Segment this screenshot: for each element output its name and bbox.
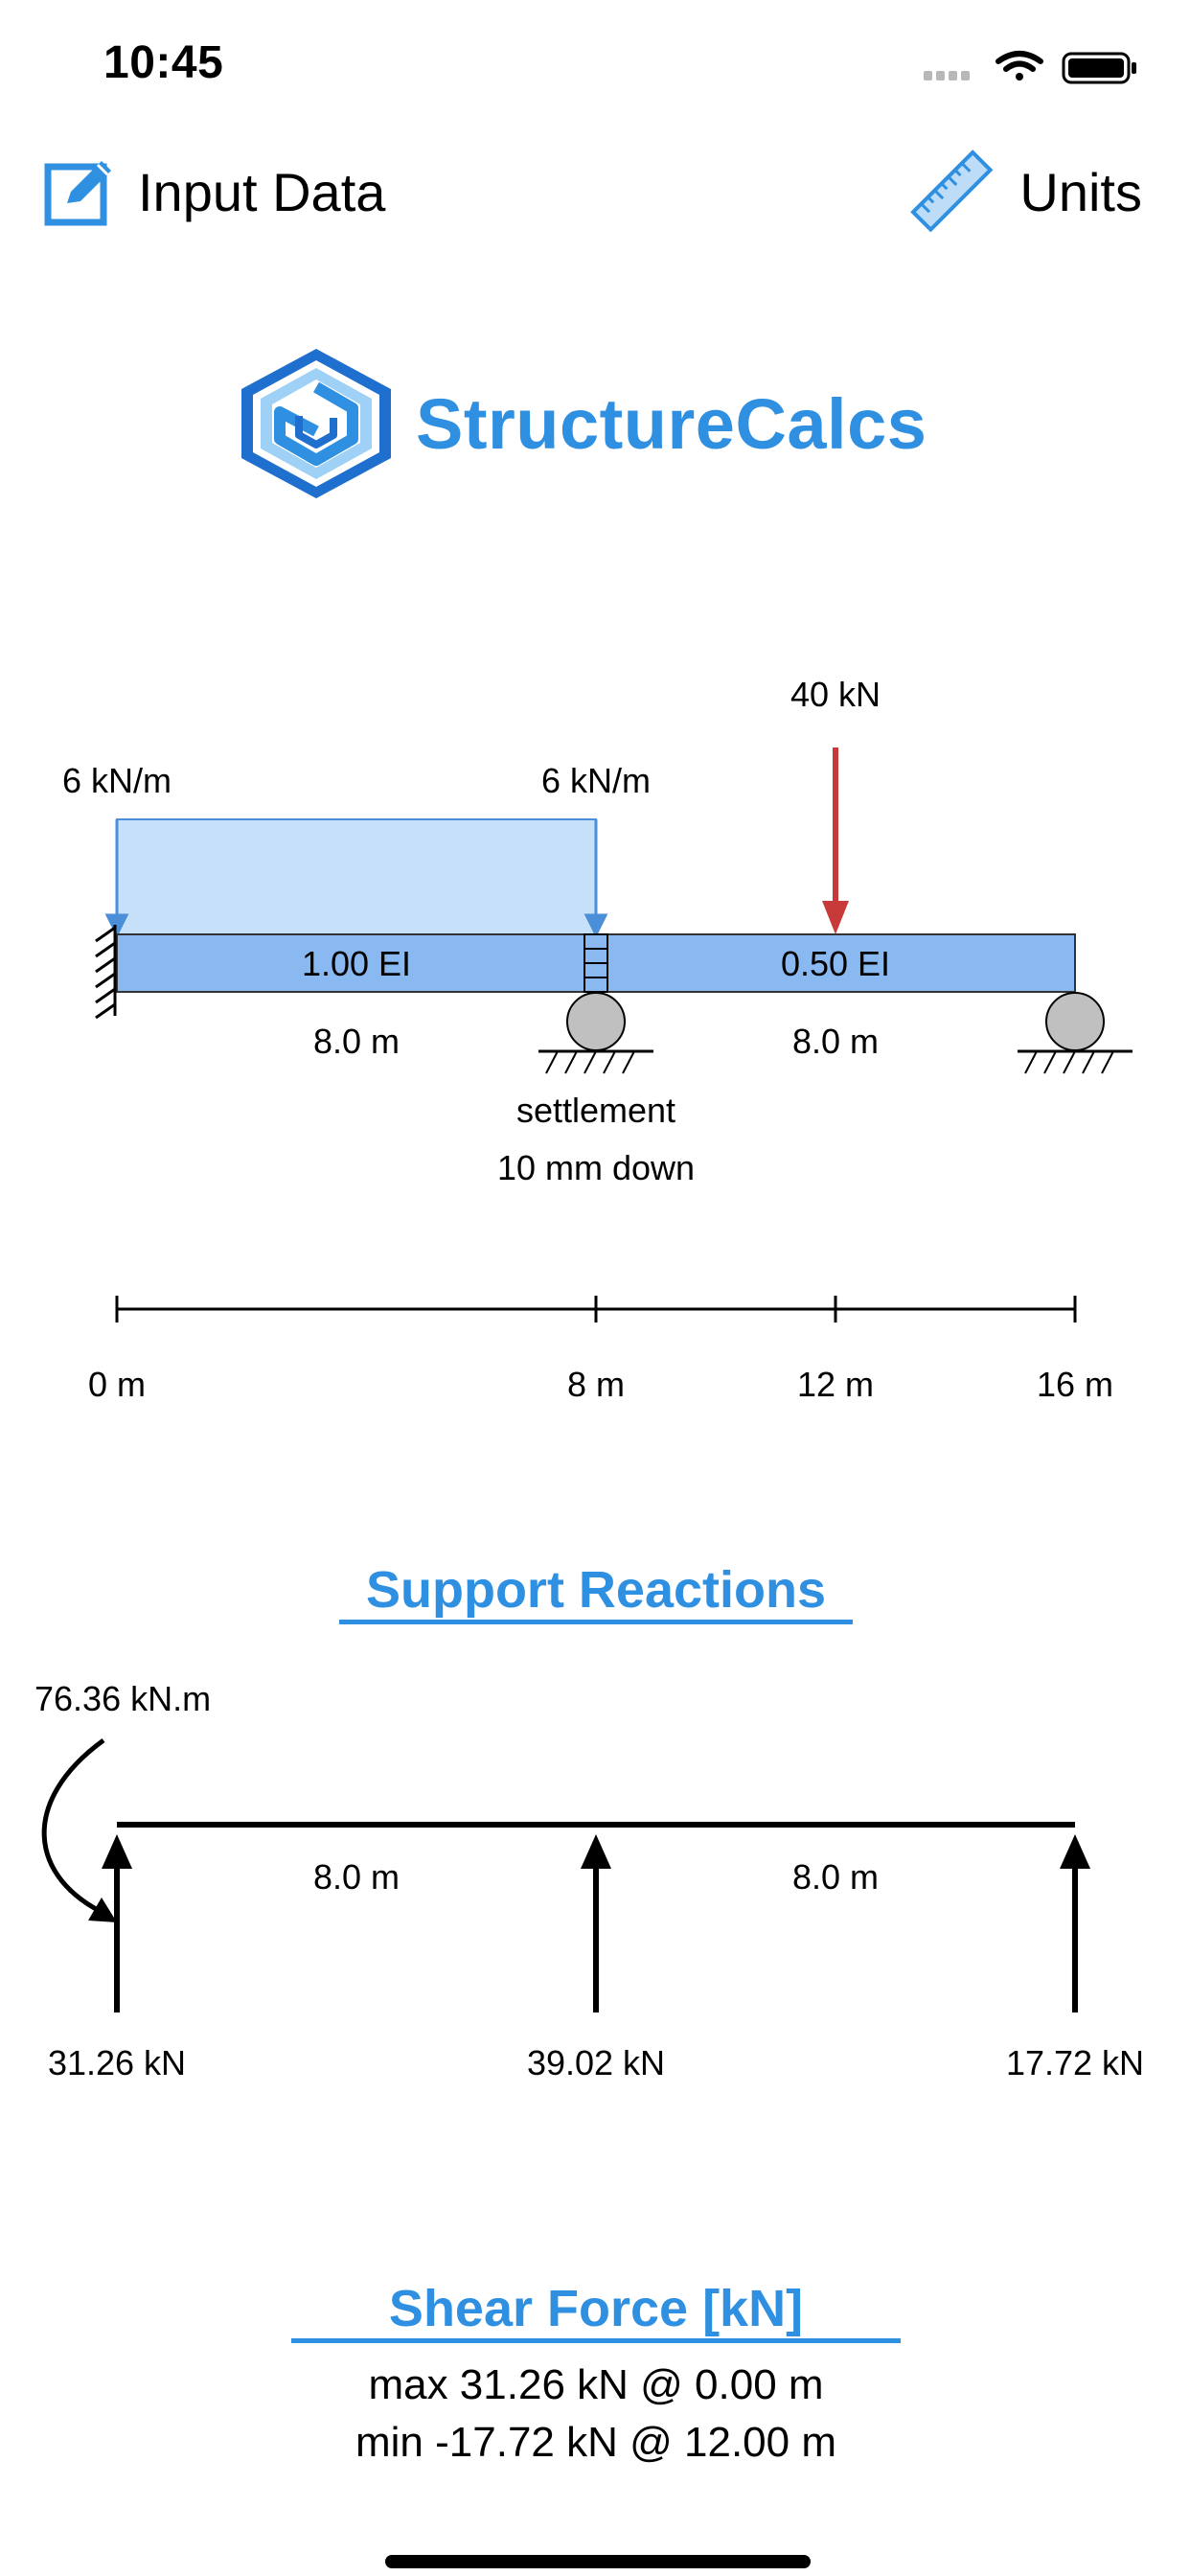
roller-support-right [1018,992,1133,1074]
input-data-button[interactable]: Input Data [42,153,385,230]
reaction-arrow-3 [1060,1834,1090,2012]
wifi-icon [995,51,1043,80]
settlement-label: settlement [515,1091,676,1130]
moment-arrow [41,1737,117,1922]
moment-reaction-label: 76.36 kN.m [34,1679,212,1718]
structurecalcs-logo-icon [241,349,391,498]
dim-label-12: 12 m [796,1365,875,1404]
reactions-diagram [41,1737,1090,2012]
span2-length-label: 8.0 m [791,1022,880,1061]
settlement-value: 10 mm down [496,1148,696,1187]
home-indicator[interactable] [385,2555,811,2568]
reaction-arrow-2 [581,1834,611,2012]
reaction-span2-length: 8.0 m [791,1857,880,1897]
support-reactions-underline [339,1620,853,1624]
point-load-arrow [822,748,849,934]
ruler-icon [910,150,994,233]
beam-diagram [95,748,1133,1074]
shear-max-value: max 31.26 kN @ 0.00 m [368,2361,824,2408]
dim-label-16: 16 m [1036,1365,1114,1404]
udl-end-label: 6 kN/m [540,761,652,800]
udl-start-label: 6 kN/m [61,761,172,800]
units-button[interactable]: Units [906,150,1142,233]
shear-force-underline [291,2338,901,2343]
udl-area [116,818,597,935]
status-icons [924,51,1136,84]
fixed-support [95,925,117,1020]
support-reactions-title: Support Reactions [365,1561,827,1619]
point-load-label: 40 kN [790,675,881,714]
span2-ei-label: 0.50 EI [780,944,891,983]
app-name: StructureCalcs [416,383,927,464]
span1-ei-label: 1.00 EI [301,944,412,983]
reaction-arrow-1 [102,1834,132,2012]
cellular-signal-icon [924,71,970,80]
app-logo: StructureCalcs [230,345,927,502]
shear-min-value: min -17.72 kN @ 12.00 m [355,2419,836,2466]
status-time: 10:45 [103,37,224,88]
reaction-span1-length: 8.0 m [312,1857,400,1897]
dim-label-8: 8 m [566,1365,626,1404]
udl-arrow-left [104,819,129,938]
reaction-value-1: 31.26 kN [47,2043,187,2082]
units-label: Units [1019,161,1142,222]
hinge-marker [584,933,608,993]
edit-icon [44,161,111,226]
span1-length-label: 8.0 m [312,1022,400,1061]
shear-force-title: Shear Force [kN] [388,2280,804,2337]
roller-support-middle [538,992,653,1074]
dimension-line [115,1296,1077,1322]
dim-label-0: 0 m [87,1365,147,1404]
udl-arrow-right [584,819,608,938]
battery-icon [1062,52,1136,84]
reaction-value-3: 17.72 kN [1005,2043,1145,2082]
reaction-value-2: 39.02 kN [526,2043,666,2082]
input-data-label: Input Data [138,161,386,222]
